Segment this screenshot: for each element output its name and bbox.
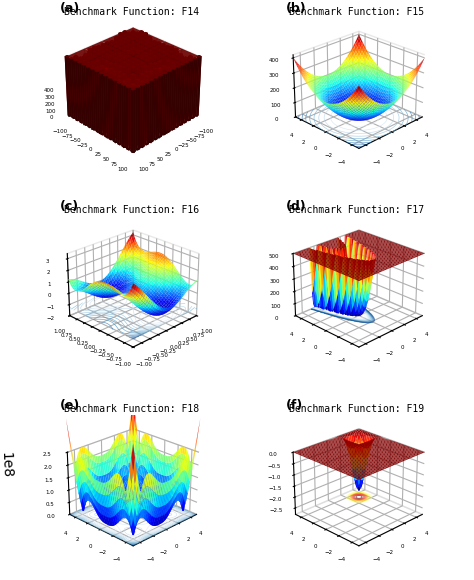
Text: (e): (e) xyxy=(60,399,81,412)
Title: Benchmark Function: F16: Benchmark Function: F16 xyxy=(64,205,199,215)
Text: (a): (a) xyxy=(60,2,81,15)
Title: Benchmark Function: F14: Benchmark Function: F14 xyxy=(64,6,199,17)
Text: (f): (f) xyxy=(286,399,303,412)
Title: Benchmark Function: F18: Benchmark Function: F18 xyxy=(64,404,199,414)
Text: (c): (c) xyxy=(60,200,79,213)
Text: (b): (b) xyxy=(286,2,307,15)
Title: Benchmark Function: F19: Benchmark Function: F19 xyxy=(290,404,425,414)
Title: Benchmark Function: F17: Benchmark Function: F17 xyxy=(290,205,425,215)
Text: (d): (d) xyxy=(286,200,307,213)
Title: Benchmark Function: F15: Benchmark Function: F15 xyxy=(290,6,425,17)
